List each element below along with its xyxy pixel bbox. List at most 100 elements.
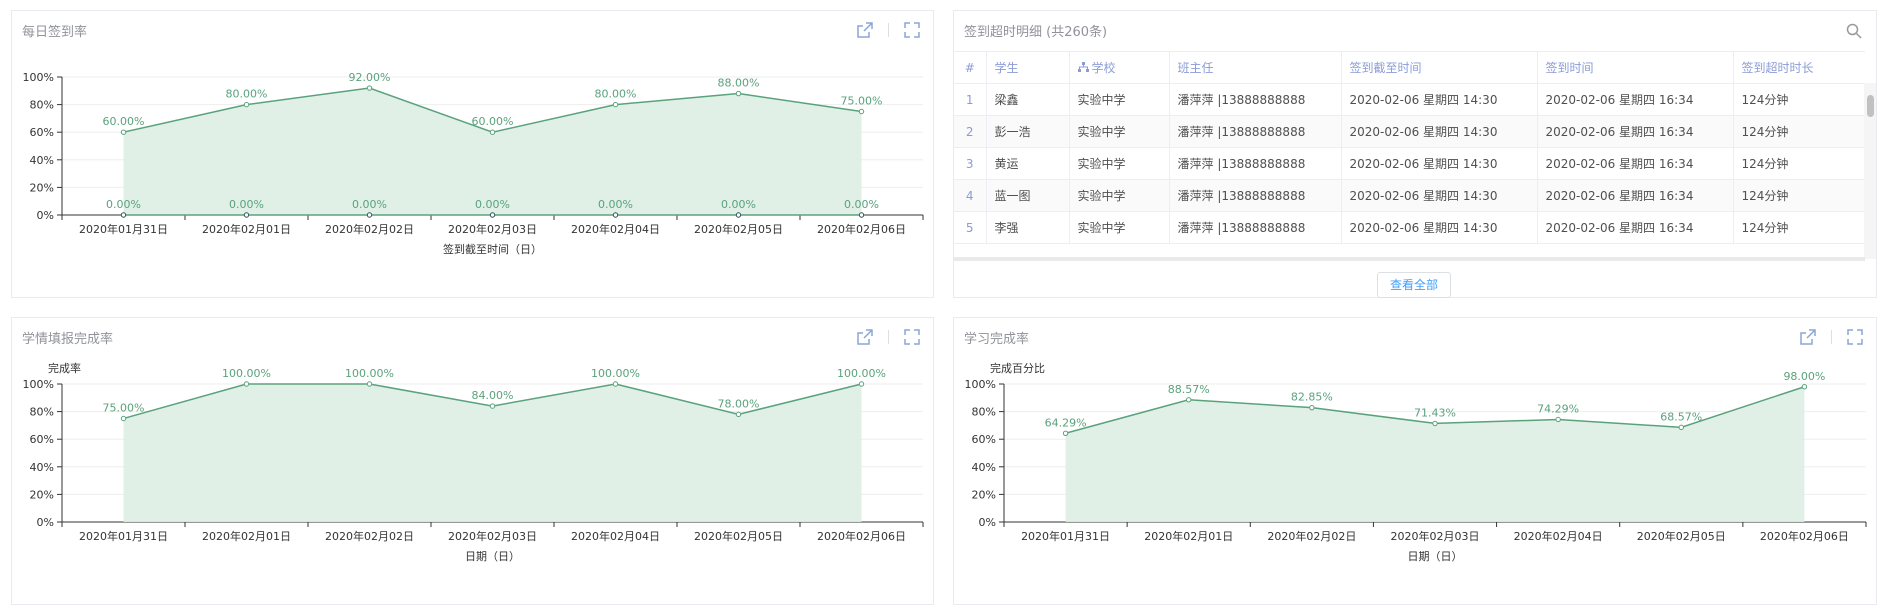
column-header-index: # bbox=[954, 52, 987, 84]
divider bbox=[888, 23, 889, 37]
y-tick-label: 0% bbox=[37, 209, 54, 222]
x-axis-title: 日期（日） bbox=[1408, 550, 1463, 563]
data-label: 88.57% bbox=[1168, 383, 1210, 396]
y-tick-label: 0% bbox=[37, 516, 54, 529]
student-cell: 梁鑫 bbox=[986, 83, 1070, 116]
timeout-table: # 学生 学校 班主任 签到截至时间 签到时间 签到超时时长 1 梁鑫 实验中学… bbox=[954, 51, 1865, 262]
y-tick-label: 20% bbox=[972, 488, 996, 501]
column-header-teacher[interactable]: 班主任 bbox=[1169, 52, 1342, 84]
view-all-button[interactable]: 查看全部 bbox=[1377, 272, 1451, 298]
panel-title: 学情填报完成率 bbox=[22, 332, 114, 347]
search-icon[interactable] bbox=[1846, 23, 1862, 39]
x-tick-label: 2020年02月06日 bbox=[817, 222, 906, 236]
data-label: 75.00% bbox=[841, 95, 883, 108]
external-link-icon[interactable] bbox=[856, 21, 874, 39]
scrollbar-thumb[interactable] bbox=[1867, 95, 1874, 117]
table-header-row: # 学生 学校 班主任 签到截至时间 签到时间 签到超时时长 bbox=[954, 52, 1865, 84]
x-tick-label: 2020年02月01日 bbox=[202, 529, 291, 543]
data-label: 64.29% bbox=[1045, 416, 1087, 429]
fullscreen-icon[interactable] bbox=[903, 21, 921, 39]
timeout-table-panel: 签到超时明细 (共260条) # 学生 学校 班主任 签到截至时间 签到时间 签… bbox=[953, 10, 1877, 298]
divider bbox=[1831, 330, 1832, 344]
column-header-deadline[interactable]: 签到截至时间 bbox=[1341, 52, 1538, 84]
x-tick-label: 2020年02月05日 bbox=[694, 529, 783, 543]
deadline-cell: 2020-02-06 星期四 14:30 bbox=[1341, 83, 1538, 116]
data-label: 100.00% bbox=[345, 367, 394, 380]
x-tick-label: 2020年02月05日 bbox=[1637, 529, 1726, 543]
data-label: 98.00% bbox=[1783, 370, 1825, 383]
x-tick-label: 2020年02月03日 bbox=[448, 222, 537, 236]
signin-time-cell: 2020-02-06 星期四 16:34 bbox=[1537, 147, 1734, 180]
data-point bbox=[366, 381, 373, 387]
row-index: 1 bbox=[954, 83, 987, 116]
y-tick-label: 0% bbox=[979, 516, 996, 529]
data-point bbox=[1555, 416, 1561, 423]
school-cell: 实验中学 bbox=[1069, 179, 1170, 212]
data-label: 60.00% bbox=[103, 115, 145, 128]
signin-rate-panel: 每日签到率 0% 20% 40% 60% 80% 100% 2020年01月31日 2020年… bbox=[11, 10, 934, 298]
data-label: 0.00% bbox=[106, 198, 141, 211]
x-tick-label: 2020年02月01日 bbox=[202, 222, 291, 236]
column-header-overtime[interactable]: 签到超时时长 bbox=[1733, 52, 1865, 84]
data-point bbox=[612, 212, 619, 218]
panel-actions bbox=[1799, 328, 1864, 346]
column-header-signin-time[interactable]: 签到时间 bbox=[1537, 52, 1734, 84]
x-tick-label: 2020年01月31日 bbox=[1021, 529, 1110, 543]
student-cell: 蓝一图 bbox=[986, 179, 1070, 212]
student-cell: 彭一浩 bbox=[986, 115, 1070, 148]
teacher-cell: 潘萍萍 |13888888888 bbox=[1169, 115, 1342, 148]
y-tick-label: 20% bbox=[30, 181, 54, 194]
x-tick-label: 2020年02月04日 bbox=[571, 529, 660, 543]
external-link-icon[interactable] bbox=[1799, 328, 1817, 346]
data-point bbox=[1678, 424, 1684, 431]
y-tick-label: 40% bbox=[30, 461, 54, 474]
data-point bbox=[489, 403, 496, 409]
data-point bbox=[858, 212, 865, 218]
external-link-icon[interactable] bbox=[856, 328, 874, 346]
data-point bbox=[1432, 420, 1438, 427]
horizontal-scrollbar[interactable] bbox=[954, 257, 1865, 261]
x-tick-label: 2020年02月06日 bbox=[817, 529, 906, 543]
x-tick-label: 2020年02月03日 bbox=[1391, 529, 1480, 543]
data-label: 78.00% bbox=[718, 397, 760, 410]
table-row[interactable]: 2 彭一浩 实验中学 潘萍萍 |13888888888 2020-02-06 星… bbox=[954, 115, 1865, 148]
x-tick-label: 2020年02月06日 bbox=[1760, 529, 1849, 543]
column-header-school[interactable]: 学校 bbox=[1069, 52, 1170, 84]
x-tick-label: 2020年02月02日 bbox=[325, 222, 414, 236]
teacher-cell: 潘萍萍 |13888888888 bbox=[1169, 179, 1342, 212]
table-row[interactable]: 4 蓝一图 实验中学 潘萍萍 |13888888888 2020-02-06 星… bbox=[954, 179, 1865, 212]
table-row[interactable]: 3 黄运 实验中学 潘萍萍 |13888888888 2020-02-06 星期… bbox=[954, 147, 1865, 180]
data-label: 80.00% bbox=[595, 88, 637, 101]
divider bbox=[888, 330, 889, 344]
deadline-cell: 2020-02-06 星期四 14:30 bbox=[1341, 179, 1538, 212]
data-point bbox=[735, 90, 742, 97]
y-axis-title: 完成百分比 bbox=[990, 361, 1045, 375]
data-point bbox=[243, 381, 250, 387]
x-tick-label: 2020年01月31日 bbox=[79, 529, 168, 543]
vertical-scrollbar[interactable] bbox=[1864, 83, 1876, 259]
data-label: 0.00% bbox=[475, 198, 510, 211]
table-row[interactable]: 1 梁鑫 实验中学 潘萍萍 |13888888888 2020-02-06 星期… bbox=[954, 83, 1865, 116]
school-cell: 实验中学 bbox=[1069, 147, 1170, 180]
x-tick-label: 2020年02月02日 bbox=[325, 529, 414, 543]
series-area bbox=[123, 384, 862, 522]
data-label: 88.00% bbox=[718, 77, 760, 90]
row-index: 5 bbox=[954, 211, 987, 244]
school-cell: 实验中学 bbox=[1069, 211, 1170, 244]
fullscreen-icon[interactable] bbox=[903, 328, 921, 346]
data-label: 60.00% bbox=[472, 115, 514, 128]
x-tick-label: 2020年01月31日 bbox=[79, 222, 168, 236]
x-axis-title: 签到截至时间（日） bbox=[443, 242, 542, 256]
data-point bbox=[489, 129, 496, 135]
signin-time-cell: 2020-02-06 星期四 16:34 bbox=[1537, 211, 1734, 244]
study-report-panel: 学情填报完成率 0% 20% 40% 60% 80% 100% 完成率 2020年01月31日… bbox=[11, 317, 934, 605]
table-row[interactable]: 5 李强 实验中学 潘萍萍 |13888888888 2020-02-06 星期… bbox=[954, 211, 1865, 244]
data-label: 0.00% bbox=[844, 198, 879, 211]
column-header-student[interactable]: 学生 bbox=[986, 52, 1070, 84]
teacher-cell: 潘萍萍 |13888888888 bbox=[1169, 83, 1342, 116]
fullscreen-icon[interactable] bbox=[1846, 328, 1864, 346]
overtime-cell: 124分钟 bbox=[1733, 179, 1865, 212]
data-label: 80.00% bbox=[226, 88, 268, 101]
x-tick-label: 2020年02月03日 bbox=[448, 529, 537, 543]
student-cell: 黄运 bbox=[986, 147, 1070, 180]
